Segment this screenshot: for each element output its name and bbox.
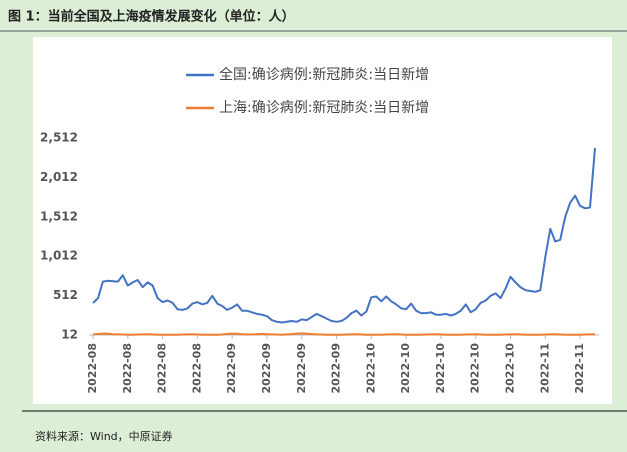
- legend-label: 上海:确诊病例:新冠肺炎:当日新增: [219, 100, 429, 116]
- series-line: [92, 147, 596, 324]
- x-tick-label: 2022-08: [190, 343, 203, 394]
- chart-area: [33, 37, 612, 404]
- x-tick-label: 2022-09: [330, 343, 343, 394]
- figure-title: 图 1：当前全国及上海疫情发展变化（单位：人）: [8, 9, 295, 25]
- y-tick-label: 1,512: [40, 209, 78, 223]
- x-tick-label: 2022-09: [225, 343, 238, 394]
- x-tick-label: 2022-11: [538, 343, 551, 394]
- x-tick-label: 2022-08: [121, 343, 134, 394]
- y-tick-label: 2,012: [40, 170, 78, 184]
- legend-label: 全国:确诊病例:新冠肺炎:当日新增: [219, 66, 429, 83]
- y-tick-label: 12: [61, 328, 78, 342]
- x-tick-label: 2022-10: [469, 343, 482, 394]
- x-tick-label: 2022-10: [434, 343, 447, 394]
- x-tick-label: 2022-10: [399, 343, 412, 394]
- x-tick-label: 2022-09: [295, 343, 308, 394]
- y-tick-label: 2,512: [40, 131, 78, 145]
- x-tick-label: 2022-11: [573, 343, 586, 394]
- x-tick-label: 2022-10: [364, 343, 377, 394]
- source: 资料来源：Wind，中原证券: [35, 429, 173, 443]
- y-tick-label: 512: [53, 288, 78, 302]
- plot: 12 512 1,012 1,512 2,012 2,512 2022-08 2022-08 2…: [40, 66, 599, 394]
- series-line: [92, 332, 596, 336]
- x-tick-label: 2022-10: [504, 343, 517, 394]
- y-tick-label: 1,012: [40, 249, 78, 263]
- x-tick-label: 2022-08: [156, 343, 169, 394]
- x-tick-label: 2022-08: [86, 343, 99, 394]
- x-tick-label: 2022-09: [260, 343, 273, 394]
